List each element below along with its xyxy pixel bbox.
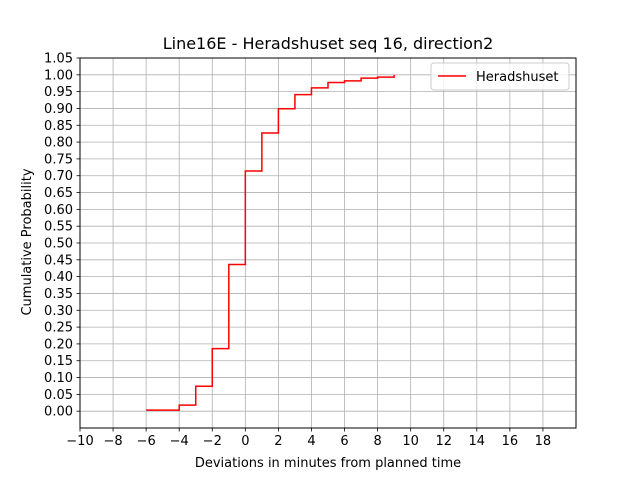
x-axis-ticks: −10 −8 −6 −4 −2 0 2 4 6 8 10 12 14 16 18 bbox=[66, 428, 551, 449]
y-tick-label: 1.05 bbox=[44, 52, 73, 67]
chart-title: Line16E - Heradshuset seq 16, direction2 bbox=[163, 34, 494, 53]
x-tick-label: 18 bbox=[535, 434, 552, 449]
y-tick-label: 0.65 bbox=[44, 186, 73, 201]
y-tick-label: 0.10 bbox=[44, 371, 73, 386]
y-tick-label: 0.45 bbox=[44, 253, 73, 268]
x-tick-label: 16 bbox=[502, 434, 519, 449]
y-tick-label: 0.15 bbox=[44, 354, 73, 369]
legend-box bbox=[430, 62, 570, 91]
y-tick-label: 0.30 bbox=[44, 304, 73, 319]
legend-label: Heradshuset bbox=[476, 70, 558, 85]
y-tick-label: 0.90 bbox=[44, 102, 73, 117]
series-line-0 bbox=[146, 74, 395, 411]
y-tick-label: 0.70 bbox=[44, 169, 73, 184]
x-axis-label: Deviations in minutes from planned time bbox=[195, 456, 461, 471]
y-tick-label: 0.85 bbox=[44, 119, 73, 134]
y-tick-label: 0.80 bbox=[44, 136, 73, 151]
y-tick-label: 0.40 bbox=[44, 270, 73, 285]
x-tick-label: −6 bbox=[137, 434, 156, 449]
legend: Heradshuset bbox=[430, 62, 570, 91]
y-tick-label: 1.00 bbox=[44, 68, 73, 83]
y-tick-label: 0.35 bbox=[44, 287, 73, 302]
y-tick-label: 0.20 bbox=[44, 337, 73, 352]
x-tick-label: −10 bbox=[66, 434, 93, 449]
y-tick-label: 0.00 bbox=[44, 405, 73, 420]
x-tick-label: 12 bbox=[435, 434, 452, 449]
y-tick-label: 0.25 bbox=[44, 321, 73, 336]
x-tick-label: 8 bbox=[373, 434, 381, 449]
y-axis-label: Cumulative Probability bbox=[20, 168, 35, 315]
x-tick-label: 4 bbox=[307, 434, 315, 449]
y-tick-label: 0.75 bbox=[44, 152, 73, 167]
y-axis-ticks: 0.00 0.05 0.10 0.15 0.200.25 0.30 0.35 0.40 0.45… bbox=[44, 52, 80, 420]
y-tick-label: 0.95 bbox=[44, 85, 73, 100]
y-tick-label: 0.50 bbox=[44, 237, 73, 252]
y-tick-label: 0.05 bbox=[44, 388, 73, 403]
series-layer bbox=[146, 74, 395, 411]
x-tick-label: 6 bbox=[340, 434, 348, 449]
y-tick-label: 0.55 bbox=[44, 220, 73, 235]
x-tick-label: 10 bbox=[402, 434, 419, 449]
x-tick-label: −4 bbox=[170, 434, 189, 449]
x-tick-label: 0 bbox=[241, 434, 249, 449]
y-tick-label: 0.60 bbox=[44, 203, 73, 218]
x-tick-label: 2 bbox=[274, 434, 282, 449]
x-tick-label: 14 bbox=[469, 434, 486, 449]
x-tick-label: −2 bbox=[203, 434, 222, 449]
x-tick-label: −8 bbox=[103, 434, 122, 449]
